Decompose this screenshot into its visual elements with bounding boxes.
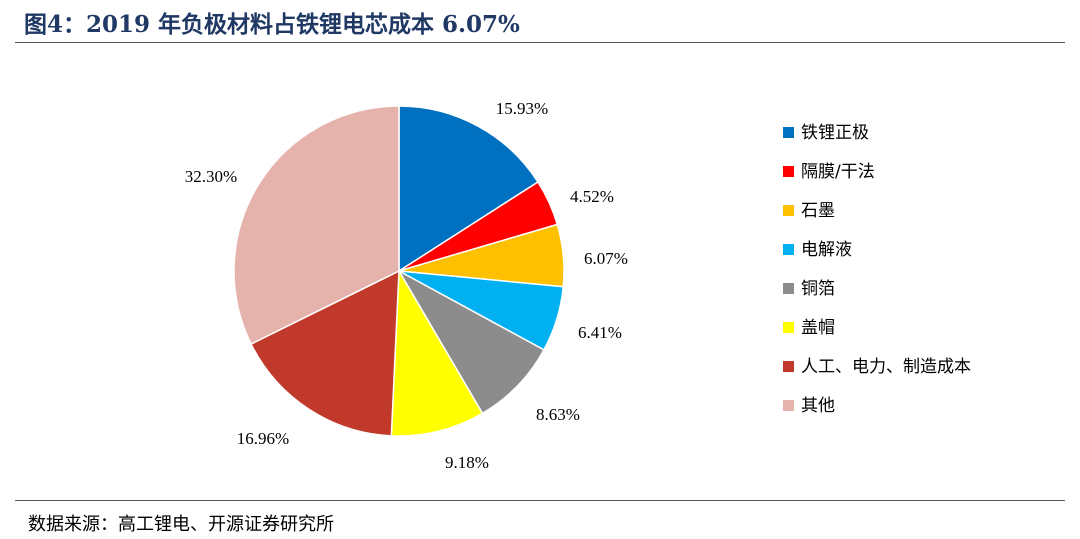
- legend-swatch: [783, 205, 794, 216]
- pie-data-label: 32.30%: [185, 167, 237, 186]
- pie-labels: 15.93% 4.52% 6.07% 6.41% 8.63% 9.18% 16.96% 32.…: [185, 99, 628, 472]
- pie-slice-1: [398, 105, 539, 273]
- legend-label: 人工、电力、制造成本: [801, 357, 971, 377]
- legend-swatch: [783, 322, 794, 333]
- pie-data-label: 6.41%: [578, 323, 622, 342]
- pie-slice-6: [390, 268, 484, 437]
- pie-chart: 15.93% 4.52% 6.07% 6.41% 8.63% 9.18% 16.96% 32.…: [185, 99, 971, 472]
- legend-swatch: [783, 166, 794, 177]
- pie-slice-7: [250, 269, 400, 437]
- pie-slice-8: [233, 105, 400, 346]
- pie-data-label: 4.52%: [570, 187, 614, 206]
- legend-label: 电解液: [801, 240, 852, 260]
- pie-data-label: 16.96%: [237, 429, 289, 448]
- legend-label: 铁锂正极: [801, 123, 869, 143]
- legend-label: 隔膜/干法: [801, 162, 875, 182]
- legend-swatch: [783, 244, 794, 255]
- legend-label: 铜箔: [801, 279, 835, 299]
- legend-label: 石墨: [801, 201, 835, 221]
- legend-swatch: [783, 127, 794, 138]
- legend-label: 盖帽: [801, 318, 835, 338]
- pie-data-label: 8.63%: [536, 405, 580, 424]
- legend-swatch: [783, 361, 794, 372]
- pie-slices: [233, 105, 565, 437]
- bottom-divider: [15, 500, 1065, 501]
- legend-swatch: [783, 283, 794, 294]
- pie-data-label: 6.07%: [584, 249, 628, 268]
- source-note: 数据来源：高工锂电、开源证券研究所: [28, 514, 334, 535]
- legend-label: 其他: [801, 396, 835, 416]
- figure-title: 图4：2019 年负极材料占铁锂电芯成本 6.07%: [24, 11, 520, 38]
- pie-data-label: 9.18%: [445, 453, 489, 472]
- top-divider: [15, 42, 1065, 43]
- legend-swatch: [783, 400, 794, 411]
- pie-slice-5: [396, 269, 545, 415]
- pie-data-label: 15.93%: [496, 99, 548, 118]
